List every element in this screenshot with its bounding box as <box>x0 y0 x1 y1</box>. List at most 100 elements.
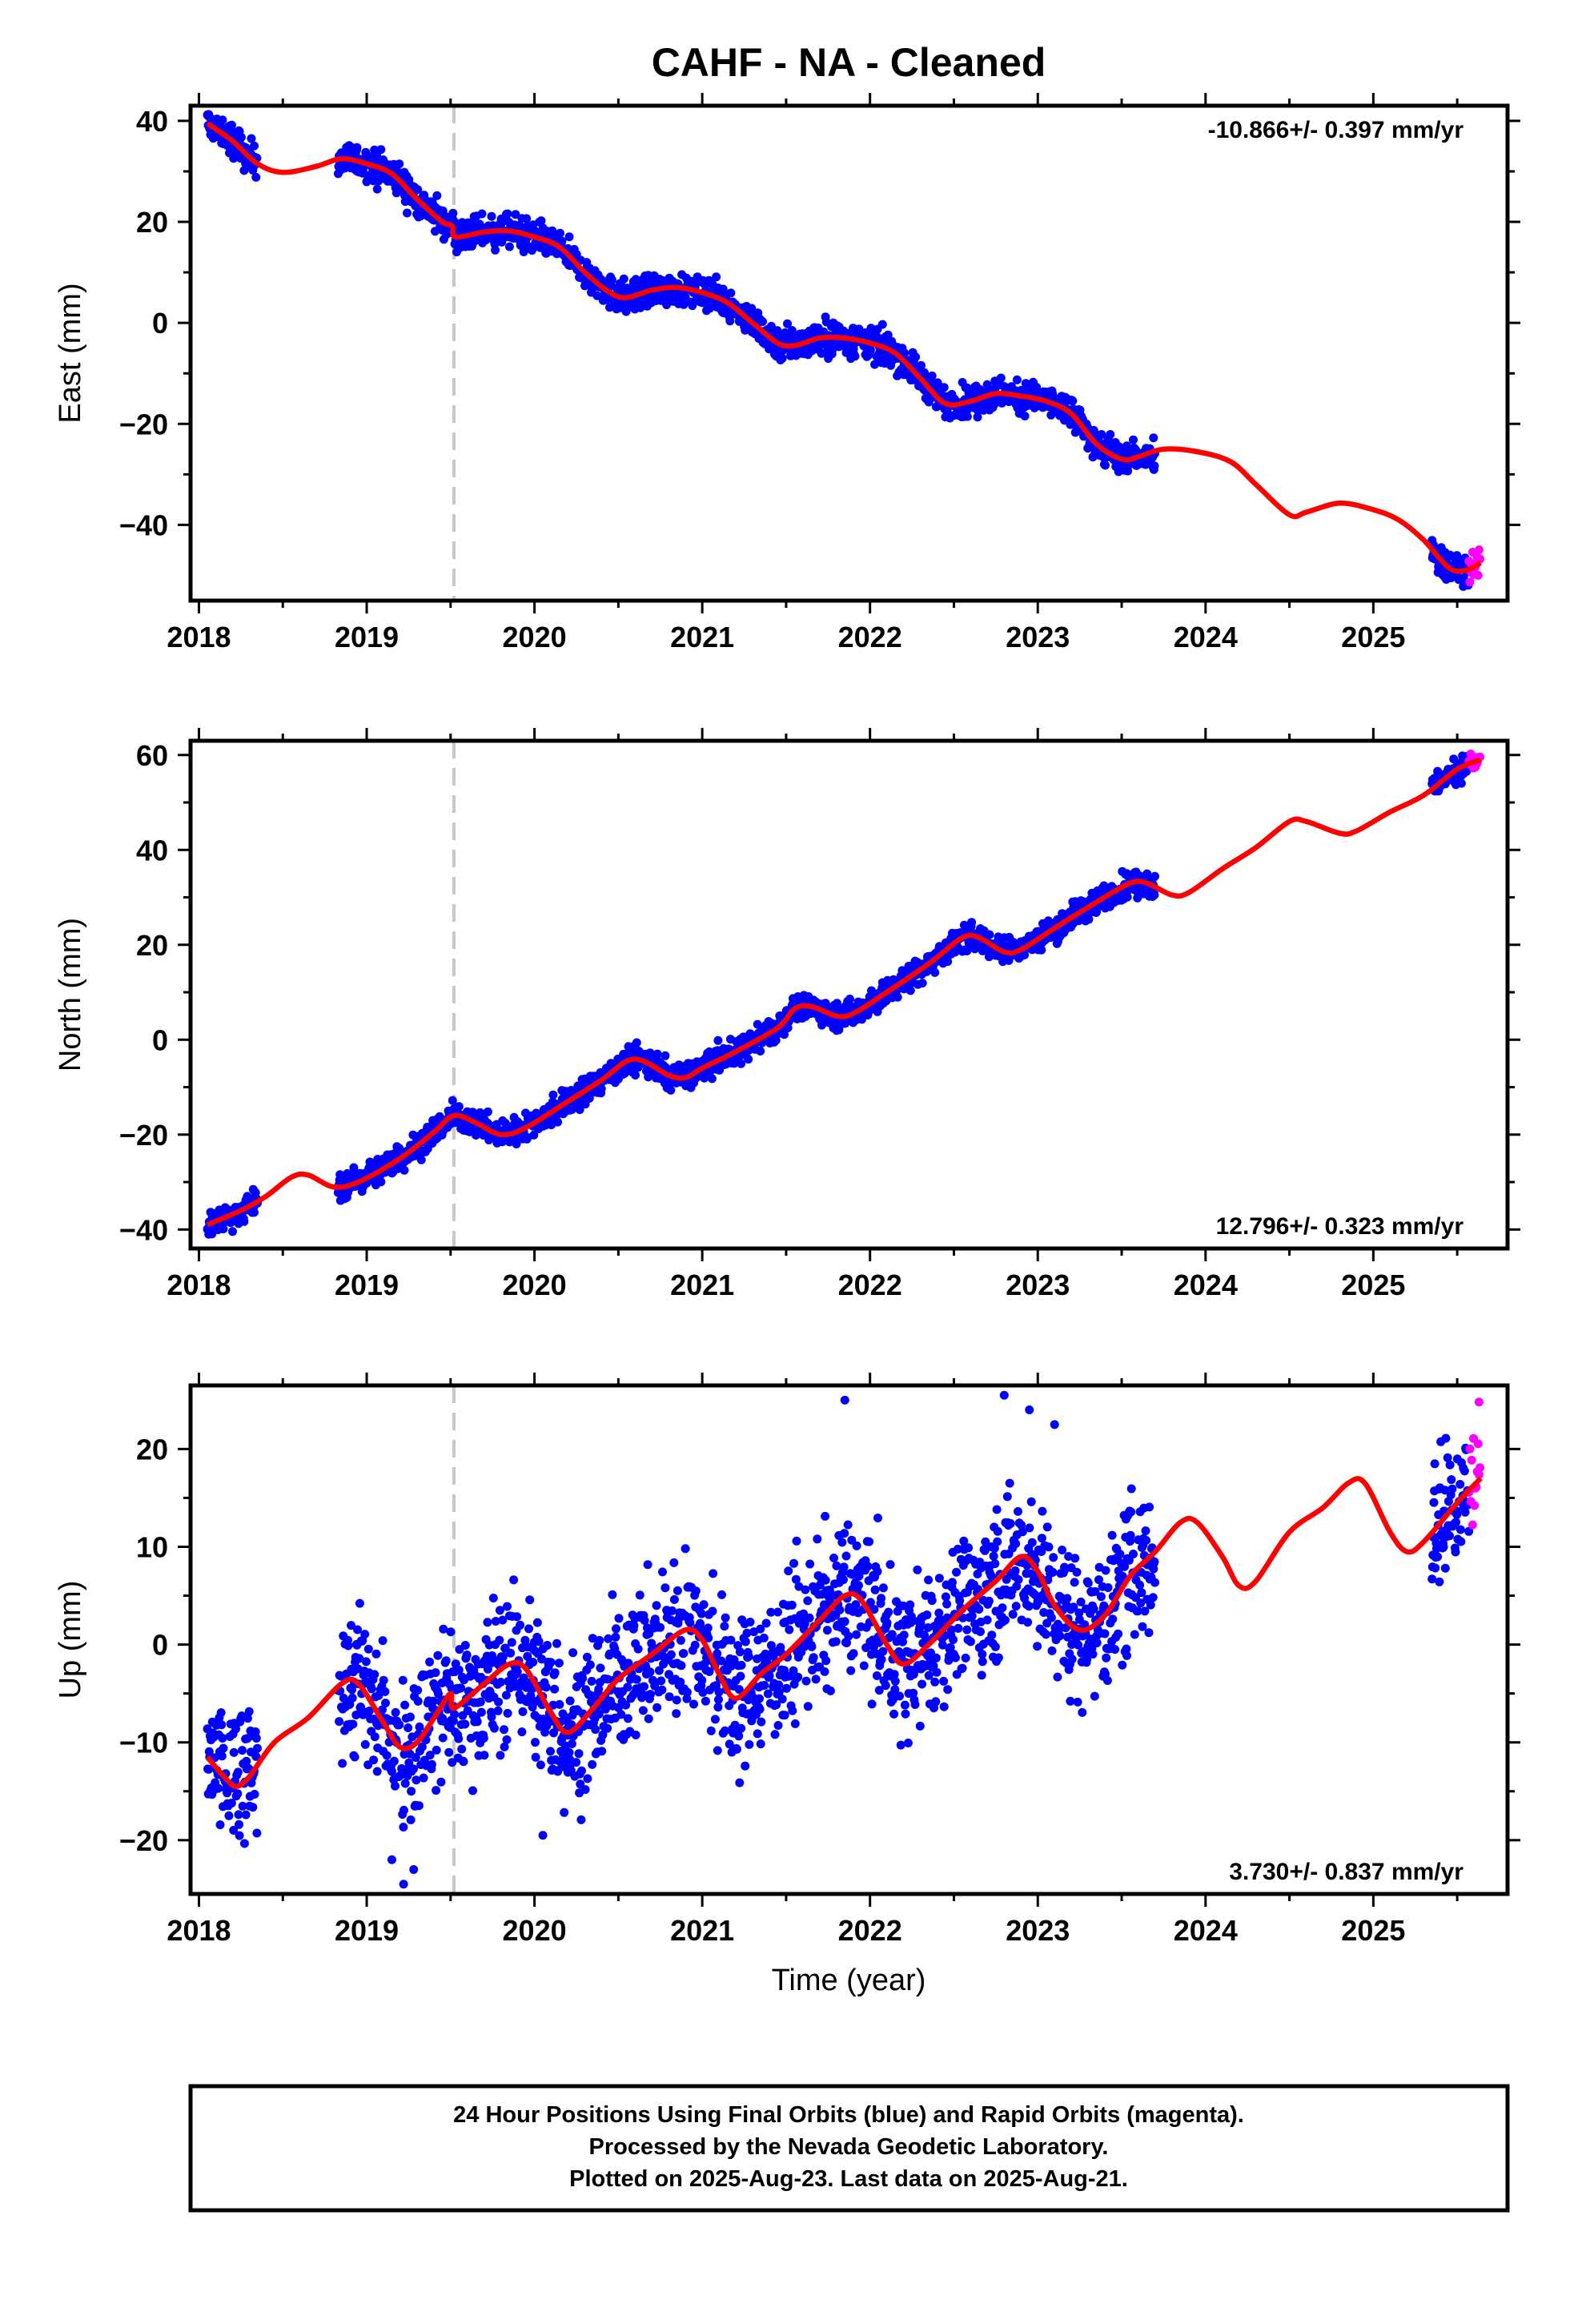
data-point <box>498 1615 508 1625</box>
data-point <box>774 1687 784 1697</box>
data-point <box>425 1751 435 1760</box>
data-point <box>666 1650 676 1659</box>
data-point <box>697 1675 707 1685</box>
north-plot-area <box>203 741 1485 1248</box>
data-point <box>803 1596 813 1606</box>
data-point <box>980 1546 990 1555</box>
data-point <box>550 1668 560 1678</box>
data-point <box>720 1622 729 1631</box>
data-point <box>717 1590 726 1599</box>
data-point <box>204 1764 214 1774</box>
data-point <box>865 345 875 355</box>
data-point <box>413 1686 423 1695</box>
data-point <box>930 967 940 977</box>
data-point <box>250 1790 259 1799</box>
data-point <box>835 1605 845 1614</box>
data-point <box>689 1699 698 1709</box>
data-point <box>753 1729 762 1739</box>
data-point <box>348 1719 358 1729</box>
data-point <box>682 1687 692 1697</box>
data-point <box>877 1594 886 1603</box>
data-point <box>496 1751 505 1760</box>
data-point <box>1097 430 1106 439</box>
data-point <box>726 288 736 298</box>
data-point <box>805 1559 815 1569</box>
data-point <box>251 172 261 182</box>
data-point <box>468 1786 477 1795</box>
data-point <box>811 1675 821 1684</box>
data-point <box>737 1059 746 1068</box>
data-point <box>941 1592 950 1602</box>
data-point <box>233 1767 243 1777</box>
data-point <box>1012 375 1022 384</box>
data-point <box>773 1721 783 1730</box>
data-point <box>631 1731 640 1739</box>
data-point <box>417 1742 427 1751</box>
rapid-point <box>1473 570 1483 580</box>
data-point <box>893 992 902 1002</box>
data-point <box>525 1595 535 1605</box>
data-point <box>788 1706 797 1715</box>
data-point <box>356 1703 365 1711</box>
data-point <box>439 1624 448 1634</box>
north-frame <box>188 738 1510 1251</box>
data-point <box>984 1596 994 1606</box>
data-point <box>931 1653 941 1663</box>
data-point <box>591 1725 600 1735</box>
north-rate-label: 12.796+/- 0.323 mm/yr <box>1216 1213 1464 1240</box>
data-point <box>360 1739 370 1749</box>
data-point <box>865 1598 875 1607</box>
north-model-curve <box>206 757 1482 1228</box>
data-point <box>503 1708 512 1718</box>
data-point <box>744 1055 753 1064</box>
data-point <box>931 1697 941 1707</box>
data-point <box>239 1216 249 1226</box>
data-point <box>534 1637 544 1647</box>
data-point <box>403 208 412 218</box>
data-point <box>917 360 926 370</box>
data-point <box>477 209 487 219</box>
data-point <box>588 1634 597 1643</box>
data-point <box>661 1051 670 1060</box>
x-tick-label: 2019 <box>335 621 399 653</box>
data-point <box>777 353 787 363</box>
data-point <box>431 227 440 236</box>
data-point <box>379 1675 388 1685</box>
data-point <box>978 1650 987 1659</box>
data-point <box>592 291 602 300</box>
data-point <box>735 1778 745 1787</box>
data-point <box>962 947 972 955</box>
data-point <box>784 1566 793 1576</box>
data-point <box>780 1030 789 1039</box>
data-point <box>766 1641 776 1651</box>
data-point <box>607 275 616 284</box>
data-point <box>564 1747 574 1757</box>
data-point <box>989 1551 998 1561</box>
data-point <box>962 1625 972 1634</box>
data-point <box>932 1667 942 1677</box>
data-point <box>840 1617 849 1626</box>
data-point <box>252 1828 262 1838</box>
x-tick-label: 2023 <box>1006 1269 1070 1301</box>
data-point <box>905 986 915 995</box>
data-point <box>229 1826 239 1835</box>
data-point <box>500 1742 509 1751</box>
data-point <box>460 1719 470 1729</box>
figure-title: CAHF - NA - Cleaned <box>652 40 1046 85</box>
data-point <box>852 1541 861 1550</box>
data-point <box>955 1596 965 1606</box>
data-point <box>456 1683 466 1693</box>
data-point <box>460 1641 470 1650</box>
data-point <box>633 1644 643 1654</box>
north-panel: 2018 2019 2020 2021 2022 2023 2024 20256040200−… <box>54 728 1520 1301</box>
data-point <box>404 175 414 184</box>
data-point <box>825 1686 835 1695</box>
data-point <box>990 1642 1000 1651</box>
data-point <box>676 1635 685 1645</box>
data-point <box>512 1612 522 1622</box>
data-point <box>755 1694 764 1703</box>
data-point <box>488 1594 498 1602</box>
data-point <box>974 1605 984 1614</box>
data-point <box>1129 435 1138 444</box>
data-point <box>691 1586 701 1596</box>
